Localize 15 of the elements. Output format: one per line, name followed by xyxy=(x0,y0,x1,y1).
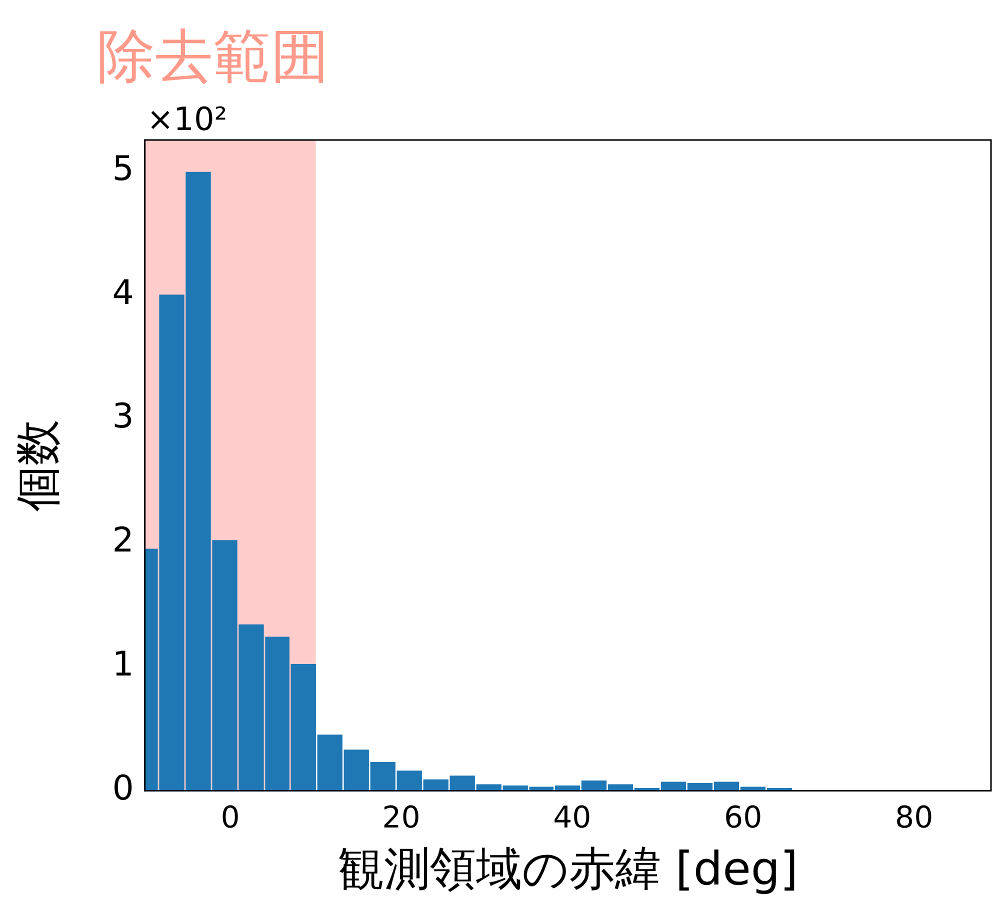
band-label: 除去範囲 xyxy=(96,22,329,90)
x-tick-label: 80 xyxy=(894,800,934,836)
y-tick-label: 5 xyxy=(112,148,134,189)
x-axis-title: 観測領域の赤緯 [deg] xyxy=(338,841,798,896)
y-tick-label: 4 xyxy=(112,272,134,313)
y-tick-label: 2 xyxy=(112,520,134,561)
y-tick-label: 1 xyxy=(112,644,134,685)
y-tick-label: 3 xyxy=(112,396,134,437)
y-tick-label: 0 xyxy=(112,768,134,809)
text: ×10² xyxy=(146,100,228,138)
x-tick-label: 0 xyxy=(220,800,240,836)
x-tick-label: 60 xyxy=(724,800,762,836)
x-tick-label: 40 xyxy=(553,800,592,836)
x-tick-label: 20 xyxy=(382,800,420,836)
y-axis-title: 個数 xyxy=(10,419,65,512)
